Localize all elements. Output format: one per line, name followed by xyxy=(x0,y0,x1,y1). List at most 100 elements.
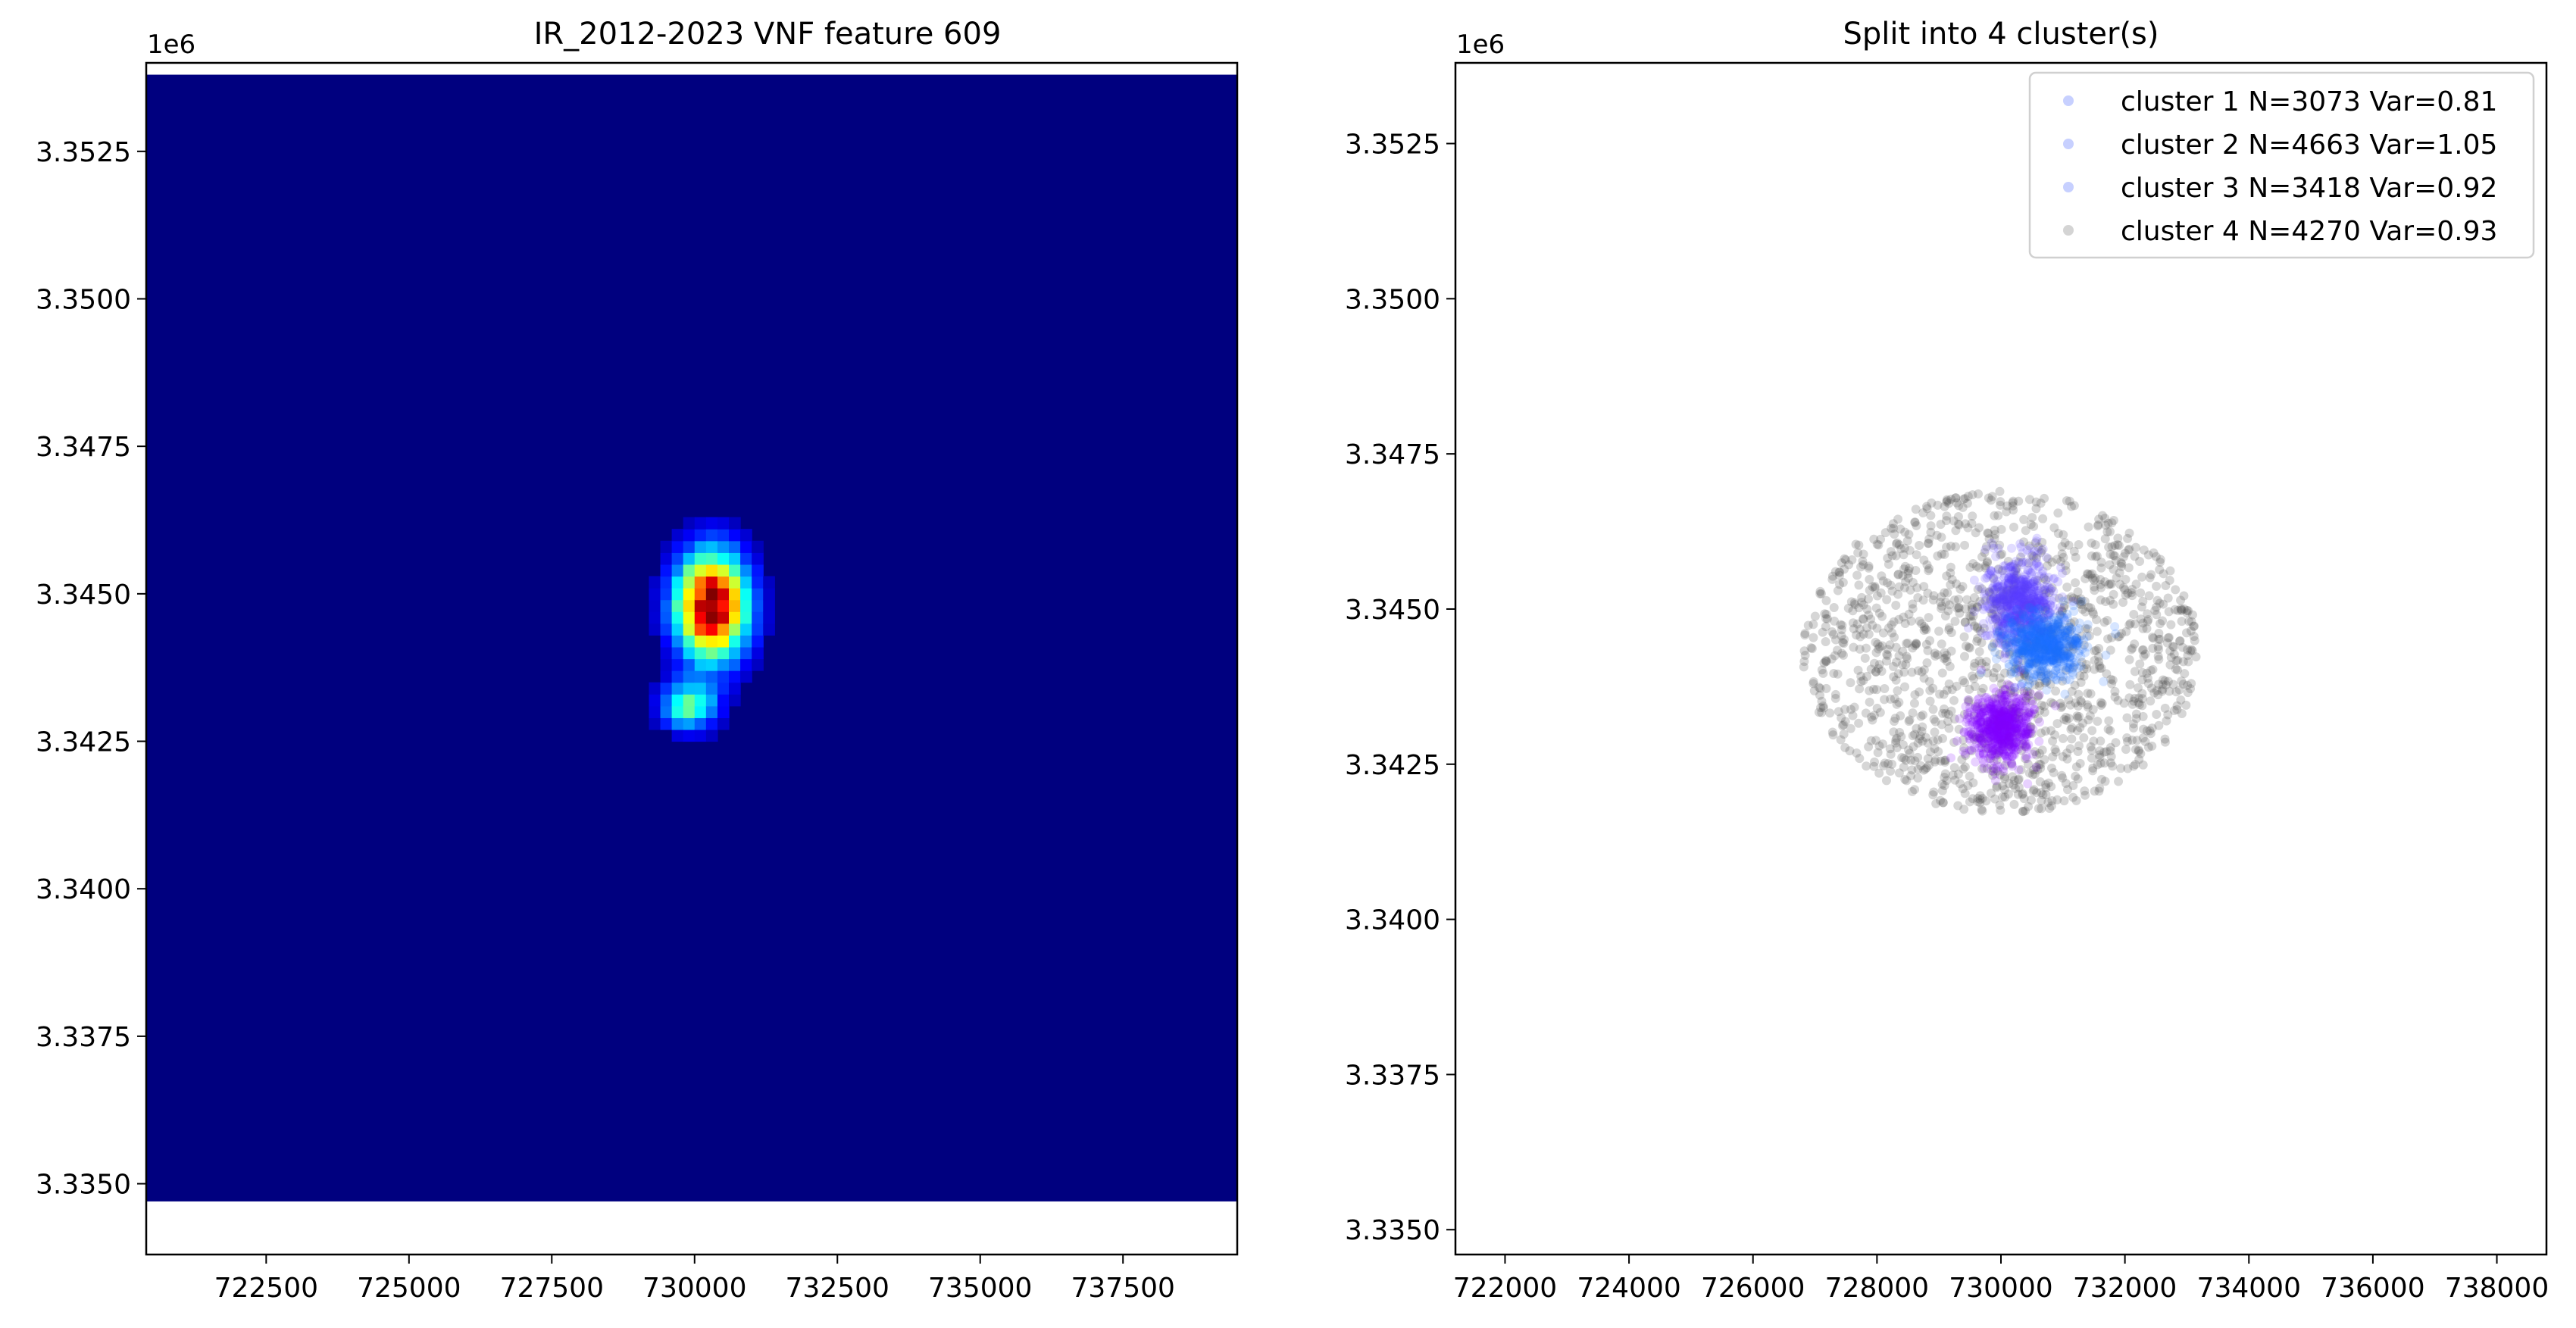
scatter-point xyxy=(1990,715,1999,725)
scatter-point xyxy=(1983,720,1993,730)
scatter-point xyxy=(2129,609,2139,619)
scatter-point xyxy=(2012,590,2021,600)
scatter-point xyxy=(2093,717,2102,726)
scatter-point xyxy=(2010,664,2020,674)
scatter-point xyxy=(1979,589,1989,599)
scatter-point xyxy=(1992,709,2002,719)
scatter-point xyxy=(1869,711,1879,720)
scatter-panel: Split into 4 cluster(s) 1e6 722000 724000… xyxy=(1345,17,2549,1304)
scatter-point xyxy=(1977,724,1987,734)
scatter-point xyxy=(1985,726,1995,736)
scatter-point xyxy=(1995,739,2005,749)
scatter-point xyxy=(1872,591,1882,601)
scatter-point xyxy=(1988,609,1998,619)
scatter-point xyxy=(1995,689,2005,698)
heatmap-cell xyxy=(705,717,718,730)
scatter-point xyxy=(2029,651,2039,661)
scatter-point xyxy=(1977,717,1987,726)
scatter-point xyxy=(2023,629,2033,639)
scatter-point xyxy=(2039,592,2049,602)
scatter-point xyxy=(1984,529,1993,539)
scatter-point xyxy=(1997,739,2007,748)
scatter-point xyxy=(1963,623,1973,633)
scatter-point xyxy=(1976,667,1986,677)
scatter-point xyxy=(1828,730,1838,740)
scatter-point xyxy=(1970,715,1980,725)
heatmap-cell xyxy=(729,611,741,624)
scatter-point xyxy=(1859,549,1868,559)
scatter-point xyxy=(2015,733,2024,742)
scatter-point xyxy=(2011,664,2021,673)
scatter-point xyxy=(1898,571,1908,581)
scatter-point xyxy=(1981,743,1991,753)
scatter-point xyxy=(1987,700,1996,710)
scatter-point xyxy=(2152,602,2162,612)
scatter-point xyxy=(2000,720,2010,730)
scatter-point xyxy=(2002,746,2012,756)
scatter-point xyxy=(2047,624,2057,634)
scatter-point xyxy=(2050,730,2060,740)
scatter-point xyxy=(1987,604,1997,614)
scatter-point xyxy=(1938,798,1948,808)
scatter-point xyxy=(2018,790,2027,800)
scatter-point xyxy=(2007,728,2017,738)
scatter-point xyxy=(2059,714,2069,724)
scatter-point xyxy=(1969,734,1979,744)
scatter-point xyxy=(1984,568,1994,578)
scatter-point xyxy=(2013,705,2023,715)
scatter-point xyxy=(2018,665,2028,675)
scatter-point xyxy=(2109,551,2118,561)
scatter-point xyxy=(1829,669,1839,679)
scatter-point xyxy=(1986,566,1996,576)
scatter-point xyxy=(1996,720,2006,730)
scatter-point xyxy=(2011,576,2021,586)
scatter-point xyxy=(2034,630,2043,640)
scatter-point xyxy=(2137,602,2146,612)
scatter-point xyxy=(2002,586,2012,595)
scatter-point xyxy=(1933,650,1943,660)
scatter-point xyxy=(2037,623,2046,633)
scatter-point xyxy=(1964,730,1974,740)
scatter-point xyxy=(2021,570,2031,580)
scatter-point xyxy=(2040,585,2050,595)
heatmap-cell xyxy=(740,564,752,577)
scatter-point xyxy=(2101,520,2111,530)
scatter-point xyxy=(1928,683,1938,693)
scatter-point xyxy=(1975,750,1985,760)
scatter-point xyxy=(1990,612,2000,622)
scatter-point xyxy=(1878,628,1888,638)
scatter-point xyxy=(1989,683,1999,693)
scatter-point xyxy=(1939,704,1949,714)
scatter-point xyxy=(1861,643,1871,653)
scatter-point xyxy=(2001,726,2011,736)
scatter-point xyxy=(1989,730,1999,739)
scatter-point xyxy=(2095,664,2105,673)
scatter-point xyxy=(1948,770,1958,780)
scatter-point xyxy=(2020,806,2030,816)
scatter-point xyxy=(1980,548,1990,558)
scatter-point xyxy=(2036,669,2046,679)
scatter-point xyxy=(2037,745,2047,755)
heatmap-cell xyxy=(752,635,764,648)
scatter-point xyxy=(1997,628,2007,638)
scatter-point xyxy=(2130,693,2140,703)
scatter-point xyxy=(2054,606,2064,616)
scatter-point xyxy=(1932,530,1942,540)
scatter-point xyxy=(2014,765,2024,775)
scatter-point xyxy=(1946,628,1956,638)
scatter-point xyxy=(2008,639,2018,649)
scatter-point xyxy=(1930,744,1940,754)
scatter-point xyxy=(2160,676,2170,686)
scatter-point xyxy=(1869,658,1879,668)
scatter-point xyxy=(1995,595,2005,605)
scatter-point xyxy=(2008,498,2018,508)
scatter-point xyxy=(1951,493,1961,503)
scatter-point xyxy=(1925,686,1935,695)
scatter-point xyxy=(2113,540,2123,550)
legend-label-2: cluster 2 N=4663 Var=1.05 xyxy=(2121,130,2497,161)
scatter-point xyxy=(2005,603,2015,613)
scatter-point xyxy=(2012,601,2022,611)
scatter-point xyxy=(2042,552,2052,562)
scatter-point xyxy=(1966,611,1976,621)
scatter-point xyxy=(2187,645,2197,655)
